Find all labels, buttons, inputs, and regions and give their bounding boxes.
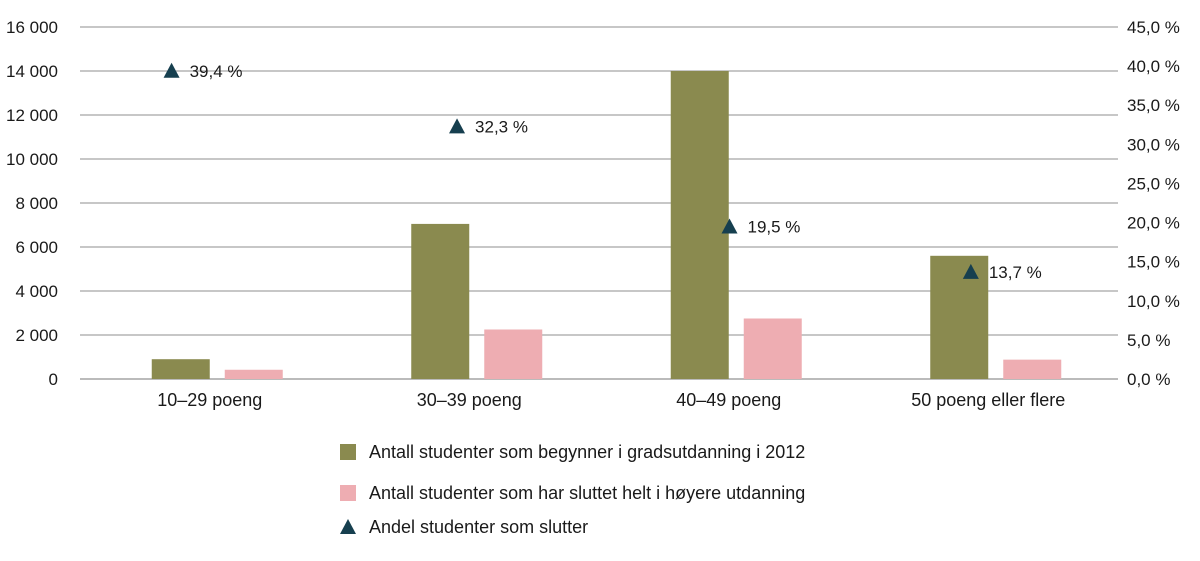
y2-tick-label: 15,0 % (1127, 253, 1180, 272)
x-category-label: 50 poeng eller flere (911, 390, 1065, 410)
legend-label: Andel studenter som slutter (369, 517, 588, 537)
bar (411, 223, 470, 379)
y-tick-label: 16 000 (6, 18, 58, 37)
legend-swatch (340, 519, 356, 534)
y-tick-label: 10 000 (6, 150, 58, 169)
data-label: 39,4 % (190, 62, 243, 81)
bar (743, 318, 802, 379)
triangle-marker (721, 218, 738, 234)
y-tick-label: 8 000 (15, 194, 58, 213)
y-tick-label: 0 (49, 370, 58, 389)
y2-tick-label: 25,0 % (1127, 174, 1180, 193)
y2-tick-label: 40,0 % (1127, 57, 1180, 76)
triangle-marker (163, 62, 180, 78)
y2-tick-label: 45,0 % (1127, 18, 1180, 37)
y2-tick-label: 30,0 % (1127, 135, 1180, 154)
y2-tick-label: 35,0 % (1127, 96, 1180, 115)
legend-swatch (340, 485, 356, 501)
y-tick-label: 6 000 (15, 238, 58, 257)
data-label: 19,5 % (748, 217, 801, 236)
bar (224, 369, 283, 379)
y2-tick-label: 20,0 % (1127, 214, 1180, 233)
x-category-label: 30–39 poeng (417, 390, 522, 410)
x-category-label: 10–29 poeng (157, 390, 262, 410)
triangle-marker (449, 118, 466, 134)
bar (151, 359, 210, 379)
y-tick-label: 4 000 (15, 282, 58, 301)
legend-swatch (340, 444, 356, 460)
data-label: 13,7 % (989, 263, 1042, 282)
y-tick-label: 14 000 (6, 62, 58, 81)
bar (670, 71, 729, 379)
data-label: 32,3 % (475, 117, 528, 136)
bar (1003, 359, 1062, 379)
triangle-marker (962, 263, 979, 279)
bar (484, 329, 543, 379)
y2-tick-label: 0,0 % (1127, 370, 1170, 389)
x-category-label: 40–49 poeng (676, 390, 781, 410)
y2-tick-label: 10,0 % (1127, 292, 1180, 311)
y-tick-label: 2 000 (15, 326, 58, 345)
legend-label: Antall studenter som begynner i gradsutd… (369, 442, 805, 462)
legend-label: Antall studenter som har sluttet helt i … (369, 483, 805, 503)
bar (930, 255, 989, 379)
y-tick-label: 12 000 (6, 106, 58, 125)
y2-tick-label: 5,0 % (1127, 331, 1170, 350)
